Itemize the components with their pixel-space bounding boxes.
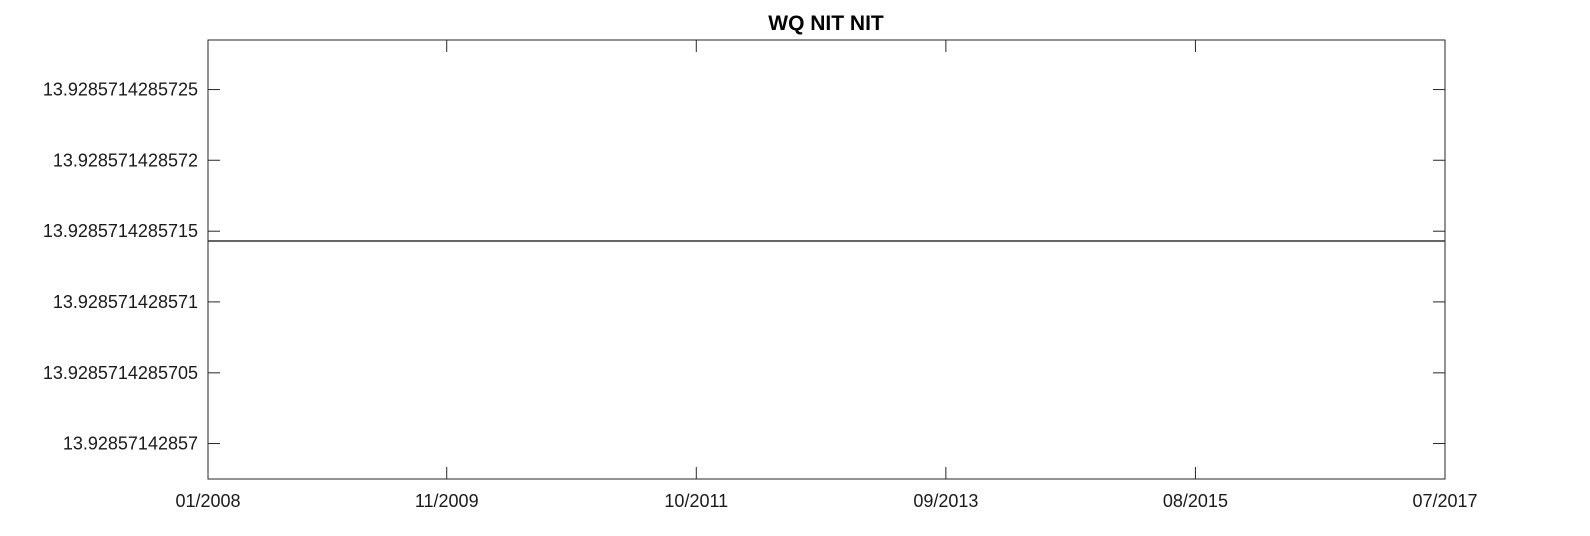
x-tick-label: 07/2017 — [1412, 491, 1477, 511]
y-tick-label: 13.9285714285715 — [43, 221, 198, 241]
x-tick-label: 09/2013 — [913, 491, 978, 511]
y-tick-label: 13.92857142857 — [63, 434, 198, 454]
chart-title: WQ NIT NIT — [768, 12, 884, 35]
y-tick-label: 13.9285714285725 — [43, 80, 198, 100]
y-tick-label: 13.9285714285705 — [43, 363, 198, 383]
x-tick-label: 11/2009 — [415, 491, 479, 511]
x-tick-label: 10/2011 — [664, 491, 728, 511]
y-tick-label: 13.928571428572 — [53, 150, 198, 170]
x-tick-label: 01/2008 — [175, 491, 240, 511]
y-tick-label: 13.928571428571 — [53, 292, 198, 312]
plot-area — [207, 39, 1446, 480]
axis-ticks: 01/2008 11/2009 10/2011 09/2013 08/2015 07/20… — [43, 40, 1478, 511]
x-tick-label: 08/2015 — [1163, 491, 1228, 511]
